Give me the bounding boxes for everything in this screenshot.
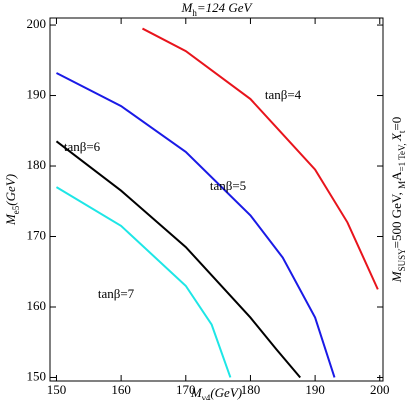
right-label: MSUSY=500 GeV, MA=1 TeV, Xt=0	[389, 117, 407, 283]
curve	[56, 72, 336, 378]
right-label-part: =1 TeV,	[397, 141, 407, 171]
x-tick-label: 170	[176, 382, 196, 397]
x-axis-label-part: M	[190, 385, 203, 400]
plot-frame	[49, 17, 384, 382]
chart-title: Mh=124 GeV	[181, 0, 254, 18]
right-label-part: =0	[389, 117, 404, 131]
x-axis-label-part: ν4	[202, 393, 211, 400]
curve-label: tanβ=5	[210, 178, 246, 193]
chart-title-part: M	[181, 0, 194, 15]
y-axis-label-part: (GeV)	[3, 174, 18, 206]
x-tick-label: 150	[47, 382, 67, 397]
right-label-part: t	[397, 130, 407, 133]
right-label-part: X	[389, 132, 404, 142]
x-axis-label-part: (GeV)	[210, 385, 242, 400]
curve	[55, 186, 232, 378]
curve	[142, 27, 379, 290]
y-tick-label: 170	[27, 227, 47, 242]
right-label-part: =500 GeV,	[389, 189, 404, 248]
curve-label: tanβ=6	[64, 139, 101, 154]
x-tick-label: 200	[370, 382, 390, 397]
right-label-part: M	[397, 181, 407, 189]
curve-label: tanβ=4	[265, 87, 302, 102]
y-tick-label: 200	[27, 16, 47, 31]
curve-label: tanβ=7	[98, 286, 135, 301]
x-tick-label: 180	[241, 382, 261, 397]
y-axis-label: Me5(GeV)	[3, 174, 21, 226]
y-tick-label: 150	[27, 368, 47, 383]
chart-title-part: h	[192, 8, 197, 18]
x-tick-label: 160	[111, 382, 131, 397]
chart-title-part: =124 GeV	[197, 0, 254, 15]
x-axis-label: Mν4(GeV)	[190, 385, 242, 400]
x-tick-label: 190	[305, 382, 325, 397]
right-label-part: M	[389, 270, 404, 283]
y-tick-label: 180	[27, 157, 47, 172]
y-axis-label-part: e5	[11, 205, 21, 214]
y-axis-label-part: M	[3, 213, 18, 226]
right-label-part: A	[389, 171, 404, 181]
y-tick-label: 160	[27, 298, 47, 313]
right-label-part: SUSY	[397, 248, 407, 272]
curve	[55, 140, 301, 379]
y-tick-label: 190	[27, 87, 47, 102]
